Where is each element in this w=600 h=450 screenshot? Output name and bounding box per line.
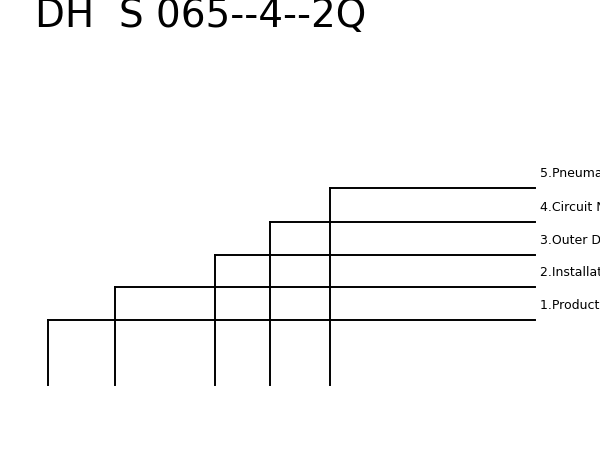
Text: DH  S 065--4--2Q: DH S 065--4--2Q [35, 0, 366, 35]
Text: 2.Installation Method: 2.Installation Method [540, 266, 600, 279]
Text: 1.Product Type: 1.Product Type [540, 299, 600, 312]
Text: 4.Circuit Number: 4.Circuit Number [540, 201, 600, 214]
Text: 5.Pneumatic channel: 5.Pneumatic channel [540, 167, 600, 180]
Text: 3.Outer Diameter Number: 3.Outer Diameter Number [540, 234, 600, 247]
